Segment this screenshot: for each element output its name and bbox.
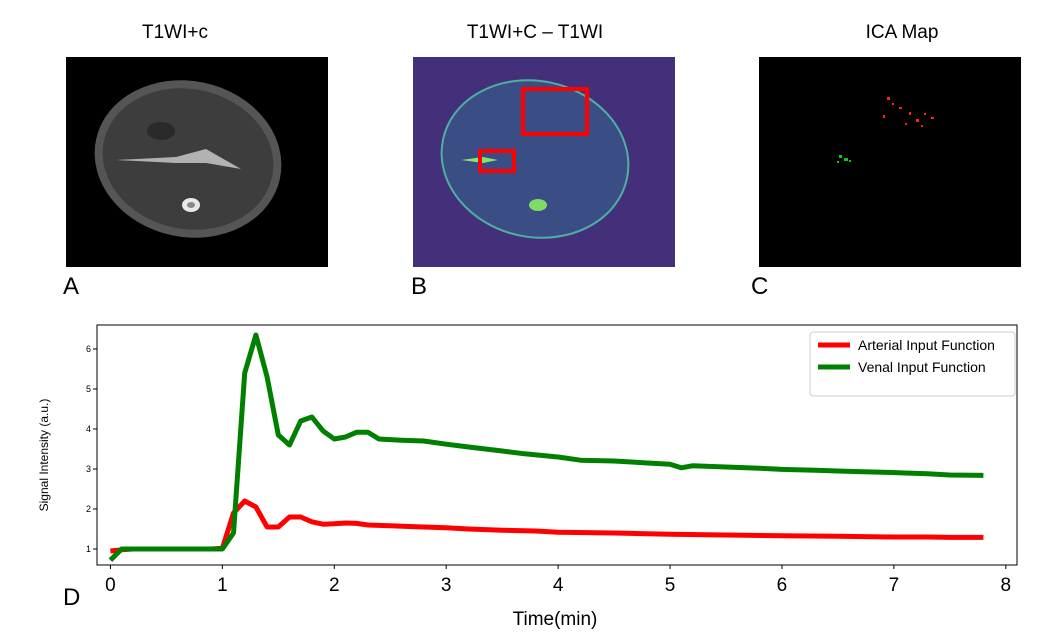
panel-b-title: T1WI+C – T1WI	[466, 22, 604, 43]
x-tick-label: 7	[889, 575, 900, 596]
y-tick-label: 5	[86, 384, 91, 394]
y-tick-label: 4	[86, 424, 91, 434]
y-tick-label: 3	[86, 464, 91, 474]
y-tick-label: 1	[86, 544, 91, 554]
x-axis-label: Time(min)	[513, 609, 598, 630]
panel-c-image	[759, 57, 1021, 267]
legend-label-arterial: Arterial Input Function	[858, 337, 995, 353]
legend-label-venal: Venal Input Function	[858, 359, 986, 375]
x-tick-label: 3	[441, 575, 452, 596]
arterial-input-line	[110, 498, 984, 554]
panel-a-letter: A	[63, 273, 80, 300]
panel-b-image	[413, 57, 675, 267]
x-tick-label: 2	[329, 575, 340, 596]
panel-b-letter: B	[411, 273, 428, 300]
panel-c-letter: C	[751, 273, 769, 300]
x-tick-label: 4	[553, 575, 564, 596]
x-tick-label: 1	[217, 575, 228, 596]
venal-input-line	[108, 332, 984, 562]
chart-legend: Arterial Input Function Venal Input Func…	[809, 331, 1016, 397]
signal-intensity-chart: 1 2 3 4 5 6 0 1 2 3 4 5 6 7 8 Arterial Input Function…	[37, 324, 1018, 630]
panel-d-letter: D	[63, 584, 80, 611]
panel-a-image	[66, 57, 328, 267]
x-tick-label: 5	[665, 575, 676, 596]
panel-c-title: ICA Map	[865, 22, 939, 43]
panel-a-title: T1WI+c	[142, 22, 208, 43]
x-tick-label: 8	[1001, 575, 1012, 596]
plot-frame	[96, 324, 1018, 566]
y-axis-label: Signal Intensity (a.u.)	[37, 399, 51, 512]
y-tick-label: 2	[86, 504, 91, 514]
x-tick-label: 6	[777, 575, 788, 596]
x-tick-label: 0	[105, 575, 116, 596]
y-tick-label: 6	[86, 344, 91, 354]
